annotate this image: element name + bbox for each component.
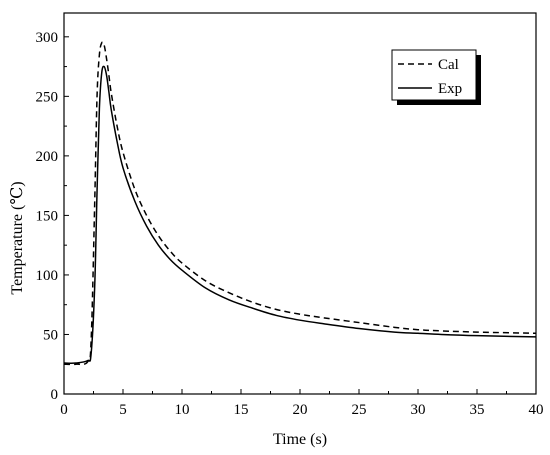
plot-area: 0 5 10 15 20 25 30 35 40 0 50 100 150 200 250 300 Cal Exp [36,12,544,418]
series-line-cal [63,41,537,366]
x-tick-label: 20 [293,402,308,418]
y-tick-label: 50 [43,327,58,343]
y-tick-label: 200 [36,149,59,165]
x-tick-label: 30 [411,402,426,418]
y-tick-label: 0 [51,387,59,403]
y-tick-label: 250 [36,89,59,105]
x-tick-label: 40 [529,402,544,418]
y-tick-label: 300 [36,30,59,46]
x-tick-label: 35 [470,402,485,418]
x-tick-label: 10 [175,402,190,418]
legend-label-exp: Exp [438,81,462,97]
y-axis-label: Temperature (℃) [9,181,26,294]
legend-box [391,49,477,101]
x-axis-label: Time (s) [273,431,327,448]
x-tick-label: 5 [119,402,127,418]
legend-label-cal: Cal [438,57,459,73]
y-tick-label: 150 [36,208,59,224]
x-tick-label: 15 [234,402,249,418]
y-tick-label: 100 [36,268,59,284]
x-tick-label: 0 [60,402,68,418]
x-tick-label: 25 [352,402,367,418]
series-line-exp [63,65,537,364]
